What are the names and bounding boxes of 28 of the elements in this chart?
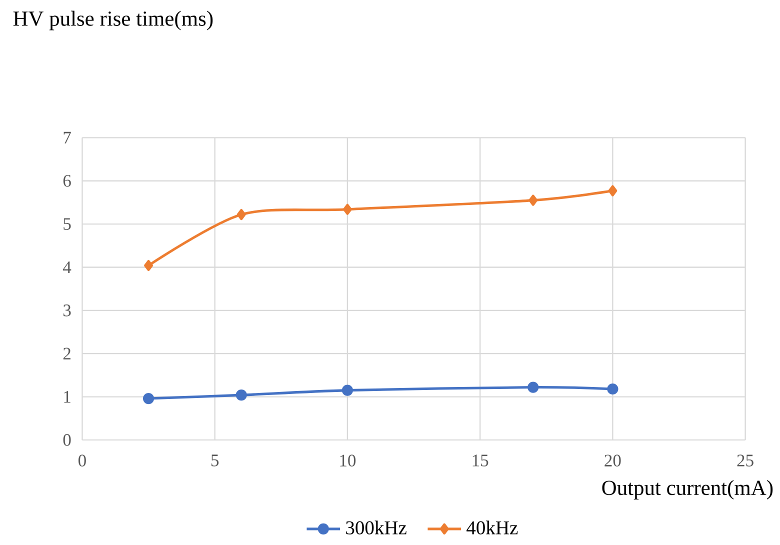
x-tick-label: 0 — [78, 454, 86, 467]
legend-label: 300kHz — [346, 520, 406, 534]
x-tick-label: 15 — [472, 454, 488, 466]
x-tick-label: 20 — [604, 454, 621, 467]
y-tick-label: 0 — [63, 434, 71, 446]
y-tick-label: 4 — [62, 261, 72, 274]
x-tick-label: 10 — [340, 454, 356, 467]
point — [144, 260, 154, 272]
x-tick-label: 5 — [211, 454, 219, 466]
y-tick-label: 3 — [63, 304, 71, 316]
y-tick-label: 2 — [63, 348, 70, 360]
point — [342, 204, 352, 215]
point — [608, 185, 618, 196]
legend-label: 40kHz — [466, 520, 518, 534]
x-axis-title: Output current(mA) — [602, 480, 773, 500]
point — [528, 382, 539, 393]
point — [142, 392, 154, 404]
point — [236, 390, 247, 401]
y-tick-label: 1 — [64, 390, 70, 403]
y-axis-title: HV pulse rise time(ms) — [13, 10, 213, 30]
y-tick-label: 6 — [63, 174, 71, 187]
point — [236, 209, 246, 220]
x-tick-label: 25 — [737, 454, 754, 466]
point — [528, 194, 538, 206]
y-tick-label: 5 — [64, 218, 71, 230]
y-tick-label: 7 — [64, 132, 71, 144]
point — [342, 384, 354, 396]
point — [607, 383, 618, 395]
